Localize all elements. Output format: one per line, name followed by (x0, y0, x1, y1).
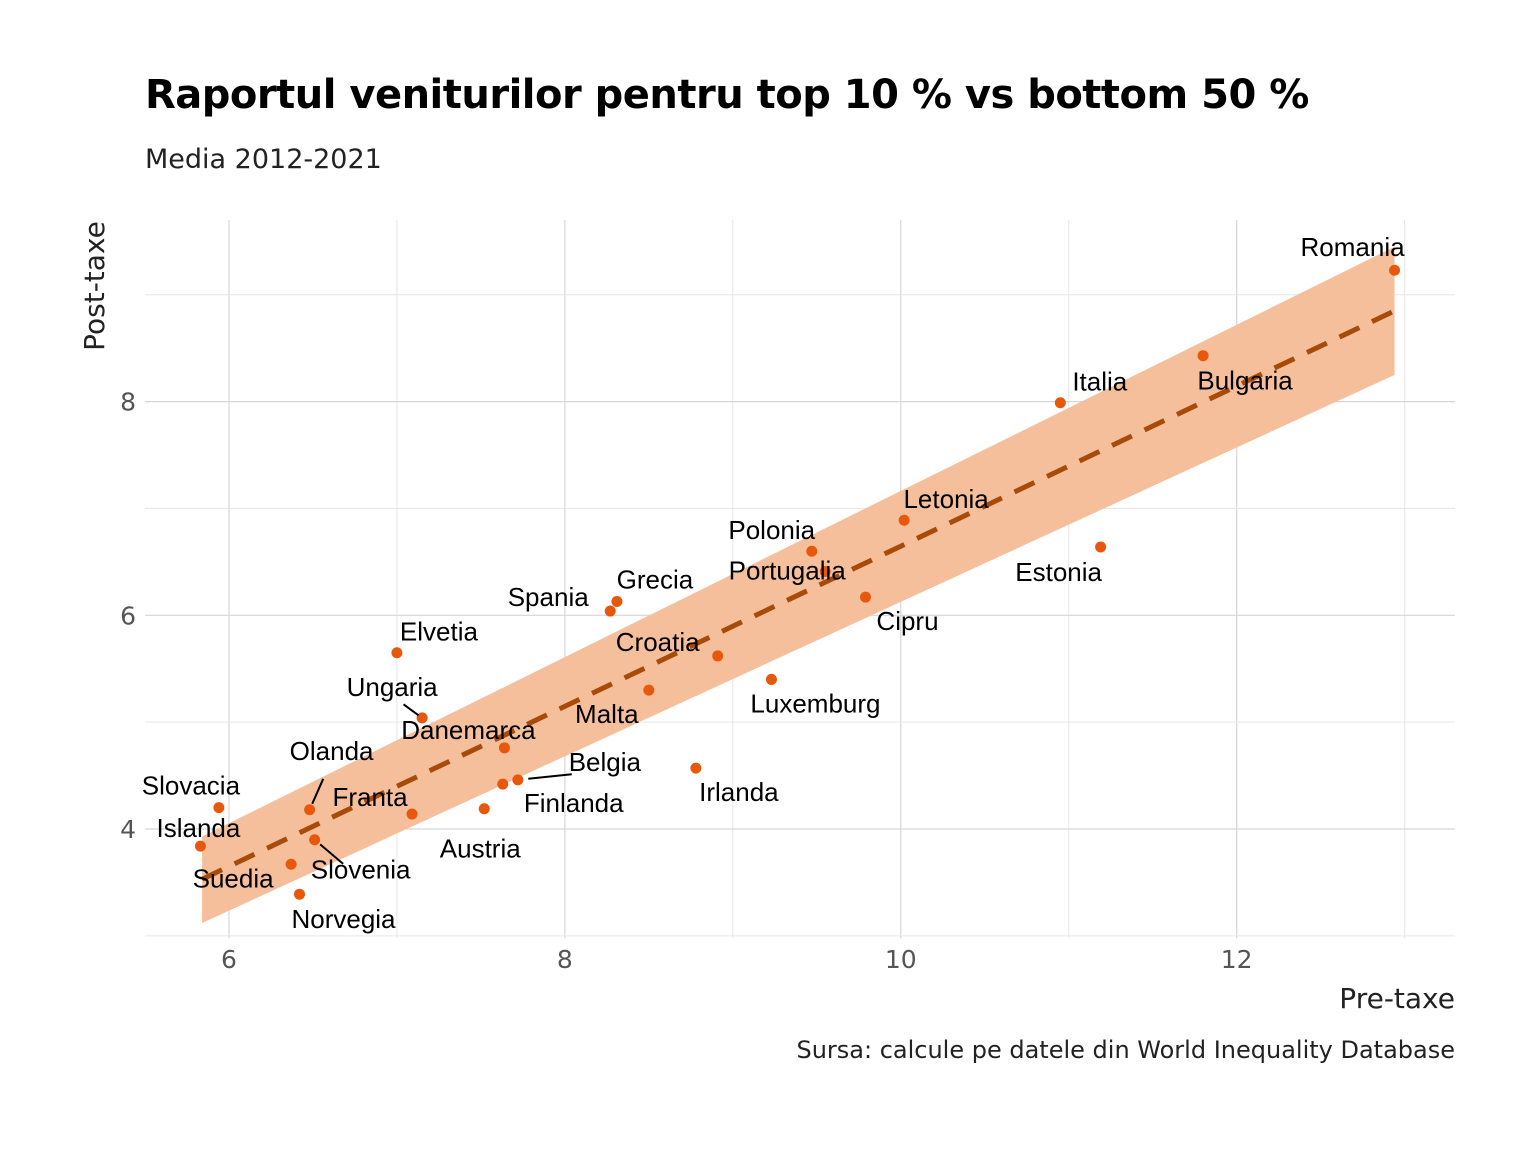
point-portugalia (819, 566, 831, 578)
point-label-luxemburg: Luxemburg (750, 688, 880, 718)
point-label-croatia: Croatia (616, 627, 700, 657)
point-label-suedia: Suedia (193, 863, 274, 893)
point-label-slovacia: Slovacia (142, 771, 241, 801)
point-olanda (304, 804, 316, 816)
point-irlanda (690, 762, 702, 774)
point-romania (1389, 264, 1401, 276)
point-label-polonia: Polonia (728, 515, 815, 545)
y-tick-label: 8 (120, 388, 136, 417)
point-label-estonia: Estonia (1015, 557, 1102, 587)
chart-title: Raportul veniturilor pentru top 10 % vs … (145, 72, 1309, 118)
x-tick-label: 12 (1221, 945, 1253, 974)
point-label-danemarca: Danemarca (401, 715, 536, 745)
trend-line-layer (201, 308, 1396, 882)
point-label-austria: Austria (440, 834, 521, 864)
point-estonia (1095, 541, 1107, 553)
label-leader-olanda (311, 778, 325, 805)
point-luxemburg (765, 673, 777, 685)
point-norvegia (294, 888, 306, 900)
point-label-olanda: Olanda (290, 736, 374, 766)
y-tick-label: 6 (120, 601, 136, 630)
y-tick-label: 4 (120, 815, 136, 844)
point-ungaria (416, 712, 428, 724)
point-italia (1054, 397, 1066, 409)
point-austria (478, 803, 490, 815)
point-suedia (285, 858, 297, 870)
point-label-bulgaria: Bulgaria (1197, 366, 1293, 396)
chart-caption: Sursa: calcule pe datele din World Inequ… (796, 1036, 1455, 1064)
point-label-belgia: Belgia (569, 747, 642, 777)
point-letonia (898, 514, 910, 526)
point-label-cipru: Cipru (876, 606, 938, 636)
point-islanda (194, 840, 206, 852)
point-label-romania: Romania (1301, 232, 1406, 262)
point-label-portugalia: Portugalia (729, 556, 847, 586)
point-cipru (860, 591, 871, 603)
point-label-slovenia: Slovenia (311, 855, 411, 885)
x-tick-label: 10 (885, 945, 917, 974)
label-leader-ungaria (402, 703, 420, 717)
point-label-letonia: Letonia (903, 484, 989, 514)
points-layer (194, 264, 1401, 900)
confidence-band (202, 246, 1395, 924)
tick-labels-layer: 6 8 10 12 4 6 8 (120, 388, 1252, 974)
label-leader-belgia (528, 773, 572, 780)
point-finlanda (497, 778, 509, 790)
confidence-band-layer (202, 246, 1395, 924)
x-tick-label: 6 (221, 945, 237, 974)
point-franta (406, 808, 418, 820)
point-label-irlanda: Irlanda (699, 777, 779, 807)
point-label-italia: Italia (1072, 367, 1127, 397)
point-label-grecia: Grecia (617, 564, 694, 594)
point-slovacia (213, 802, 225, 814)
point-belgia (512, 774, 524, 786)
point-grecia (611, 595, 623, 607)
point-malta (643, 684, 655, 696)
point-label-franta: Franta (332, 782, 408, 812)
point-bulgaria (1197, 350, 1209, 362)
point-label-finlanda: Finlanda (524, 788, 624, 818)
x-axis-title: Pre-taxe (1339, 982, 1455, 1015)
x-tick-label: 8 (557, 945, 573, 974)
point-label-ungaria: Ungaria (347, 672, 439, 702)
point-croatia (712, 650, 724, 662)
point-danemarca (498, 742, 510, 754)
point-labels-layer: Romania Bulgaria Italia Letonia Estonia Polon… (142, 232, 1405, 934)
point-elvetia (391, 647, 403, 659)
point-polonia (806, 545, 818, 557)
point-label-elvetia: Elvetia (400, 617, 479, 647)
point-label-islanda: Islanda (157, 813, 241, 843)
point-spania (604, 605, 616, 617)
trend-line (201, 308, 1396, 882)
y-axis-title: Post-taxe (78, 221, 111, 351)
point-label-malta: Malta (575, 699, 639, 729)
label-leader-slovenia (319, 843, 344, 865)
point-label-spania: Spania (508, 582, 589, 612)
chart-subtitle: Media 2012-2021 (145, 144, 382, 175)
point-label-norvegia: Norvegia (291, 904, 396, 934)
point-slovenia (309, 834, 321, 846)
